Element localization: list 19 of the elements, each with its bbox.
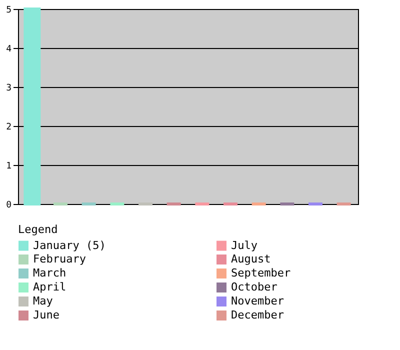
y-tick-label: 4 [6, 44, 12, 54]
legend-label: November [231, 294, 284, 308]
y-tick-label: 2 [6, 122, 12, 132]
legend-label: March [33, 266, 66, 280]
legend-label: May [33, 294, 54, 308]
legend-label: July [231, 238, 258, 252]
legend-label: January (5) [33, 238, 106, 252]
legend-label: August [231, 252, 271, 266]
legend-label: December [231, 308, 284, 322]
legend-label: February [33, 252, 86, 266]
legend-title: Legend [18, 223, 58, 236]
y-tick-label: 0 [6, 200, 12, 210]
legend-label: October [231, 280, 278, 294]
y-tick-label: 5 [6, 6, 12, 16]
legend-label: June [33, 308, 60, 322]
legend-label: April [33, 280, 66, 294]
legend-label: September [231, 266, 291, 280]
y-tick-label: 1 [6, 162, 12, 172]
y-tick-label: 3 [6, 84, 12, 94]
